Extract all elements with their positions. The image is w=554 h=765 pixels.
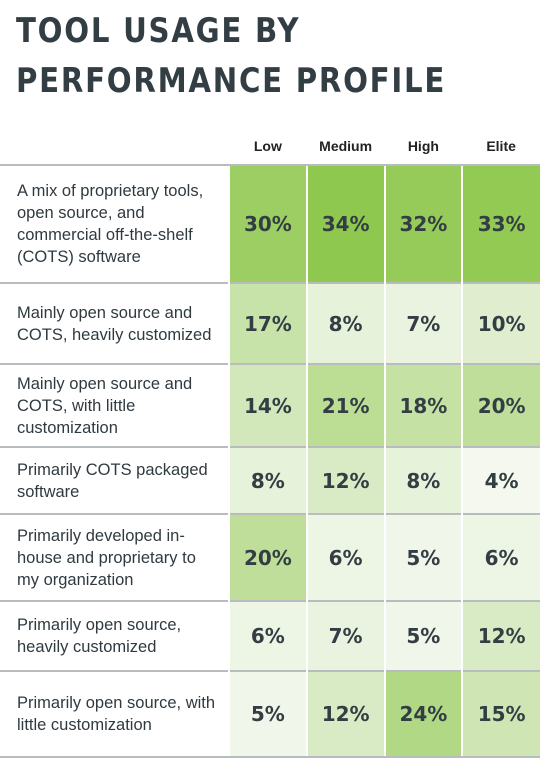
heatmap-cell: 12% [305, 670, 385, 758]
column-header-high: High [407, 138, 439, 154]
heatmap-body: A mix of proprietary tools, open source,… [0, 164, 540, 758]
heatmap-cell: 12% [461, 600, 540, 671]
row-label: Primarily developed in-house and proprie… [0, 513, 229, 601]
heatmap-cell: 30% [228, 164, 307, 283]
heatmap-cell: 8% [228, 446, 307, 514]
table-row: Primarily open source, with little custo… [0, 670, 540, 758]
heatmap-table: Low Medium High Elite A mix of proprieta… [0, 128, 540, 758]
column-header-elite: Elite [486, 138, 516, 154]
heatmap-cell: 6% [461, 513, 540, 601]
row-label: Primarily open source, heavily customize… [0, 600, 229, 671]
row-label: Mainly open source and COTS, with little… [0, 363, 229, 447]
table-row: Primarily open source, heavily customize… [0, 600, 540, 671]
heatmap-cell: 32% [383, 164, 463, 283]
heatmap-cell: 24% [383, 670, 463, 758]
heatmap-cell: 12% [305, 446, 385, 514]
chart-title-line-1: TOOL USAGE BY [16, 11, 301, 51]
heatmap-cell: 14% [228, 363, 307, 447]
row-label: Primarily COTS packaged software [0, 446, 229, 514]
column-header-medium: Medium [319, 138, 373, 154]
heatmap-cell: 17% [228, 282, 307, 364]
table-row: Primarily COTS packaged software 8% 12% 8% 4… [0, 446, 540, 514]
chart-title: TOOL USAGE BY PERFORMANCE PROFILE [16, 6, 536, 106]
heatmap-cell: 7% [383, 282, 463, 364]
heatmap-cell: 6% [228, 600, 307, 671]
row-label: Mainly open source and COTS, heavily cus… [0, 282, 229, 364]
heatmap-cell: 5% [383, 600, 463, 671]
table-row: A mix of proprietary tools, open source,… [0, 164, 540, 283]
table-row: Primarily developed in-house and proprie… [0, 513, 540, 601]
heatmap-cell: 21% [305, 363, 385, 447]
heatmap-cell: 33% [461, 164, 540, 283]
heatmap-cell: 7% [305, 600, 385, 671]
heatmap-cell: 4% [461, 446, 540, 514]
heatmap-cell: 20% [461, 363, 540, 447]
chart-title-line-2: PERFORMANCE PROFILE [16, 61, 447, 101]
heatmap-cell: 8% [383, 446, 463, 514]
header-corner [0, 128, 229, 165]
column-header-low: Low [253, 138, 282, 154]
heatmap-cell: 20% [228, 513, 307, 601]
row-label: A mix of proprietary tools, open source,… [0, 164, 229, 283]
heatmap-cell: 5% [383, 513, 463, 601]
heatmap-cell: 34% [305, 164, 385, 283]
table-row: Mainly open source and COTS, heavily cus… [0, 282, 540, 364]
heatmap-cell: 15% [461, 670, 540, 758]
row-label: Primarily open source, with little custo… [0, 670, 229, 758]
heatmap-cell: 10% [461, 282, 540, 364]
heatmap-cell: 18% [383, 363, 463, 447]
heatmap-cell: 5% [228, 670, 307, 758]
heatmap-cell: 6% [305, 513, 385, 601]
heatmap-cell: 8% [305, 282, 385, 364]
header-row: Low Medium High Elite [0, 128, 540, 165]
table-row: Mainly open source and COTS, with little… [0, 363, 540, 447]
